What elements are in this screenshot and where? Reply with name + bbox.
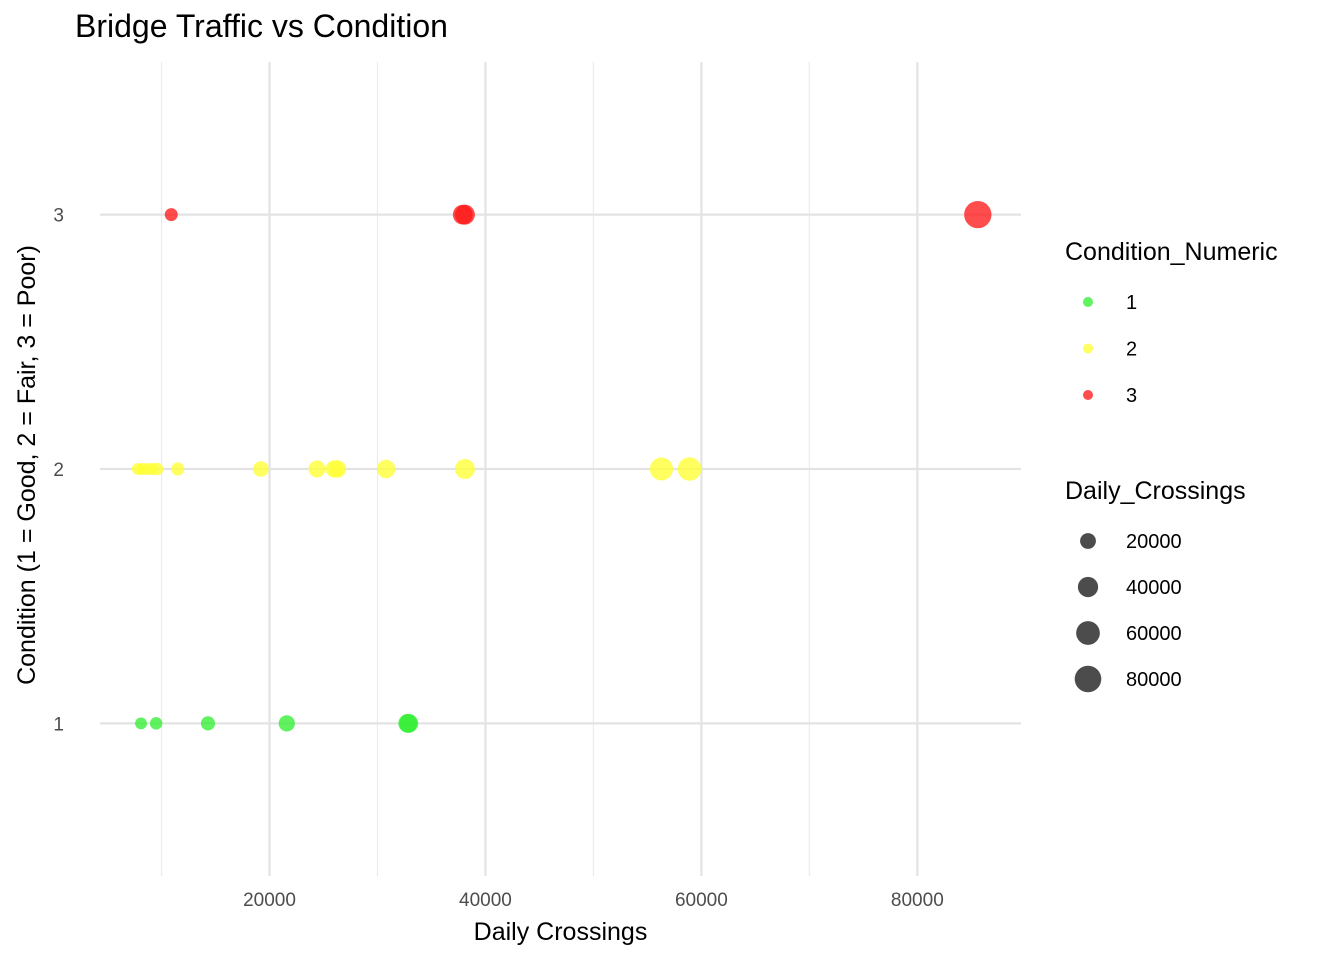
size-legend-key	[1076, 621, 1100, 645]
data-point	[278, 715, 295, 732]
color-legend-key	[1083, 297, 1093, 307]
x-tick-label: 40000	[459, 890, 512, 911]
data-point	[150, 462, 164, 476]
data-point	[649, 457, 674, 481]
data-point	[399, 713, 419, 733]
data-point	[964, 200, 992, 229]
x-tick-label: 80000	[891, 890, 944, 911]
color-legend-label: 1	[1126, 292, 1137, 314]
size-legend-label: 20000	[1126, 531, 1182, 553]
y-tick-label: 1	[53, 714, 64, 735]
size-legend-label: 80000	[1126, 669, 1182, 691]
size-legend-key	[1077, 576, 1099, 598]
size-legend-key	[1080, 533, 1096, 549]
size-legend-title: Daily_Crossings	[1065, 477, 1246, 505]
y-axis-title: Condition (1 = Good, 2 = Fair, 3 = Poor)	[13, 245, 41, 685]
size-legend-key	[1074, 665, 1102, 693]
x-tick-label: 20000	[243, 890, 296, 911]
data-point	[376, 459, 396, 479]
axis-layer: 20000 40000 60000 80000 1 2 3 Daily Crossings Co…	[13, 206, 944, 946]
x-tick-label: 60000	[675, 890, 728, 911]
size-legend-label: 40000	[1126, 577, 1182, 599]
color-legend-label: 2	[1126, 339, 1137, 361]
data-point	[454, 459, 475, 479]
data-point	[677, 457, 702, 481]
legend-layer: Condition_Numeric 1 2 3 Daily_Crossings 20000…	[1065, 238, 1278, 693]
grid-layer	[100, 62, 1021, 876]
data-point	[164, 208, 178, 222]
chart-title: Bridge Traffic vs Condition	[75, 8, 448, 44]
data-point	[308, 460, 326, 478]
data-point	[200, 716, 216, 731]
y-tick-label: 2	[53, 460, 64, 481]
data-point	[454, 204, 475, 225]
points-layer	[131, 200, 992, 733]
color-legend-label: 3	[1126, 385, 1137, 407]
color-legend-key	[1083, 390, 1093, 400]
data-point	[328, 460, 347, 478]
data-point	[135, 717, 147, 730]
color-legend-title: Condition_Numeric	[1065, 238, 1278, 266]
data-point	[171, 462, 185, 476]
x-axis-title: Daily Crossings	[474, 918, 648, 946]
size-legend-label: 60000	[1126, 623, 1182, 645]
data-point	[253, 461, 269, 477]
data-point	[149, 717, 163, 730]
y-tick-label: 3	[53, 206, 64, 227]
color-legend-key	[1083, 343, 1093, 354]
